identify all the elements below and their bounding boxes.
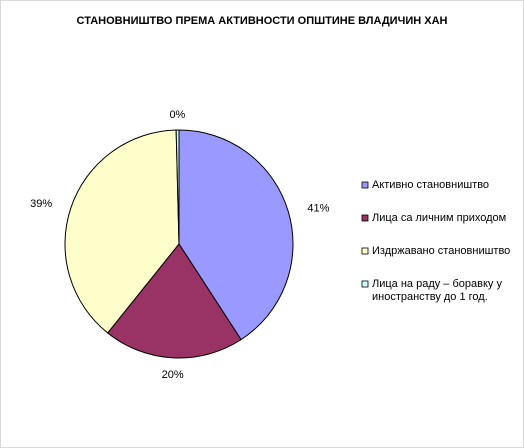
legend-swatch-2 [361,214,369,222]
data-label-2: 20% [162,369,184,381]
legend-label-4: Лица на раду – боравку у иностранству до … [372,278,502,303]
legend-label-2: Лица са личним приходом [372,212,506,224]
legend-label-1: Активно становништво [372,179,489,191]
legend-swatch-4 [361,280,369,288]
chart-title: СТАНОВНИШТВО ПРЕМА АКТИВНОСТИ ОПШТИНЕ ВЛ… [77,15,448,27]
legend-swatch-3 [361,247,369,255]
pie-slice-2 [106,243,242,359]
legend-label-3: Издржавано становништво [372,245,510,257]
data-label-3: 39% [30,198,52,210]
legend-swatch-1 [361,181,369,189]
data-label-4: 0% [169,109,185,121]
pie-slice-3 [64,129,180,334]
pie-slice-4 [175,129,180,245]
data-label-1: 41% [307,203,329,215]
